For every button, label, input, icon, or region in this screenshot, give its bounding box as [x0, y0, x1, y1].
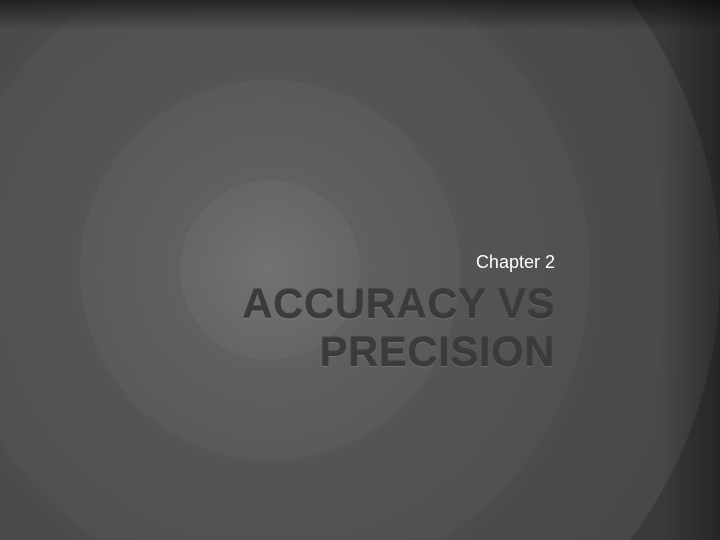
- slide-title: ACCURACY VS PRECISION: [242, 280, 555, 377]
- slide-subtitle: Chapter 2: [476, 252, 555, 273]
- title-line-1: ACCURACY VS: [242, 280, 555, 328]
- slide-content: Chapter 2 ACCURACY VS PRECISION: [0, 0, 720, 540]
- title-line-2: PRECISION: [242, 328, 555, 376]
- title-slide: Chapter 2 ACCURACY VS PRECISION: [0, 0, 720, 540]
